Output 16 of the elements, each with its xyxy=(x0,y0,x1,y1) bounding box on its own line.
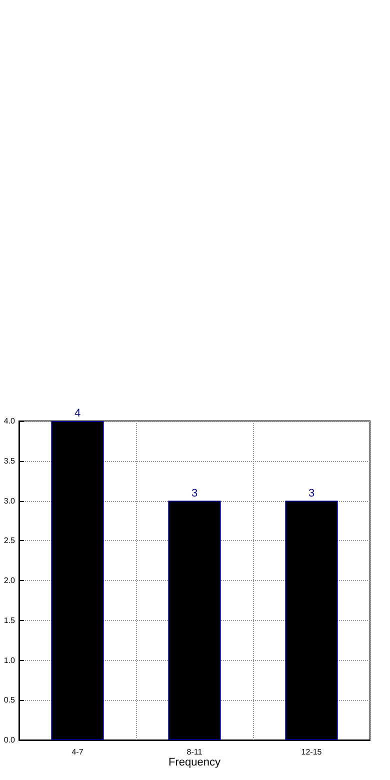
y-tick-label: 4.0 xyxy=(4,416,16,426)
y-tick-label: 2.0 xyxy=(4,576,16,585)
data-label: 3 xyxy=(191,487,198,500)
y-tick-label: 0.0 xyxy=(4,736,16,744)
y-tick-label: 3.0 xyxy=(4,496,16,506)
x-tick-label: 4-7 xyxy=(72,748,84,756)
data-label: 3 xyxy=(308,487,315,500)
y-tick-label: 3.5 xyxy=(4,456,16,466)
y-tick-label: 1.0 xyxy=(4,656,16,665)
x-tick-label: 12-15 xyxy=(301,748,322,756)
y-tick-label: 2.5 xyxy=(4,536,16,546)
y-tick-label: 1.5 xyxy=(4,616,16,625)
data-label: 4 xyxy=(74,408,81,420)
y-tick-label: 0.5 xyxy=(4,696,16,705)
x-axis-title: Frequency xyxy=(168,756,221,768)
x-tick-label: 8-11 xyxy=(186,748,203,756)
